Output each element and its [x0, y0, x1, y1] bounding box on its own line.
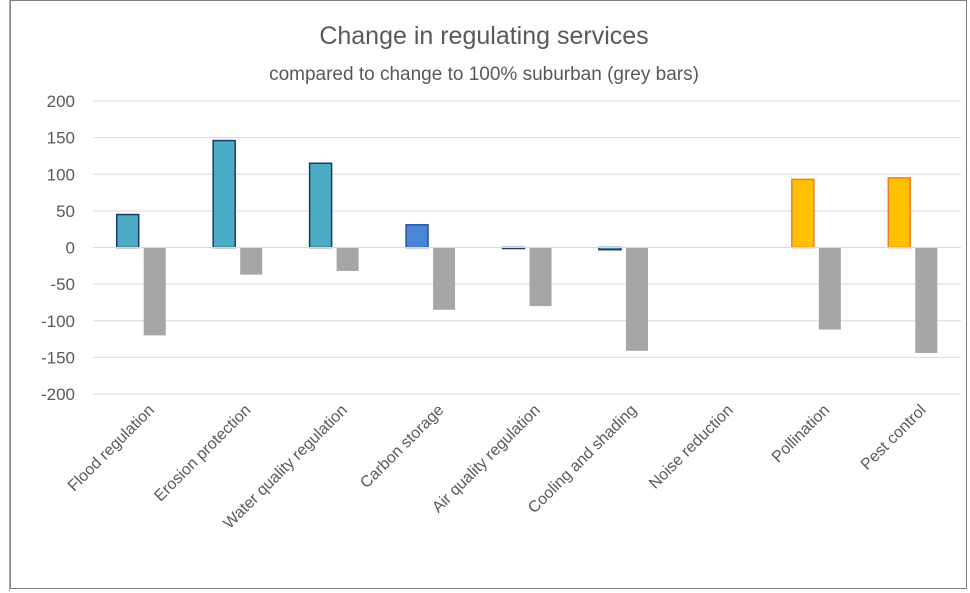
bar-series-1: [887, 177, 912, 249]
chart-frame: Change in regulating services compared t…: [10, 0, 967, 589]
bar-series-2: [433, 247, 456, 310]
y-tick-label: -50: [50, 275, 75, 294]
x-tick-label: Pest control: [858, 402, 930, 474]
y-tick-label: 50: [56, 202, 75, 221]
x-tick-label: Air quality regulation: [429, 402, 544, 517]
bar-series-2: [240, 247, 263, 275]
bar-series-1: [115, 213, 140, 249]
bar-series-2: [915, 247, 938, 353]
bar-chart: Change in regulating services compared t…: [41, 22, 961, 533]
y-tick-label: -100: [41, 312, 75, 331]
y-tick-label: 0: [66, 239, 75, 258]
y-tick-label: 200: [47, 92, 75, 111]
x-tick-label: Erosion protection: [151, 402, 254, 505]
window-edge: [0, 0, 10, 591]
bars: [115, 139, 938, 353]
x-tick-label: Cooling and shading: [525, 402, 640, 517]
bar-series-1: [791, 178, 815, 249]
x-tick-label: Flood regulation: [65, 402, 158, 495]
chart-subtitle: compared to change to 100% suburban (gre…: [269, 64, 699, 85]
bar-series-2: [625, 247, 648, 351]
y-tick-label: -150: [41, 348, 75, 367]
chart-title: Change in regulating services: [319, 22, 648, 50]
bar-series-1: [308, 162, 333, 249]
bar-series-1: [405, 224, 429, 249]
x-tick-label: Noise reduction: [646, 402, 737, 493]
y-axis-tick-labels: 200 150 100 50 0 -50 -100 -150 -200: [41, 92, 75, 404]
bar-series-2: [818, 247, 841, 330]
bar-series-1: [212, 139, 236, 249]
bar-series-2: [336, 247, 359, 271]
bar-series-2: [143, 247, 166, 336]
y-tick-label: 100: [47, 165, 75, 184]
y-tick-label: 150: [47, 129, 75, 148]
x-tick-label: Carbon storage: [357, 402, 447, 492]
bar-series-2: [529, 247, 552, 307]
x-tick-label: Pollination: [769, 402, 833, 466]
y-tick-label: -200: [41, 385, 75, 404]
